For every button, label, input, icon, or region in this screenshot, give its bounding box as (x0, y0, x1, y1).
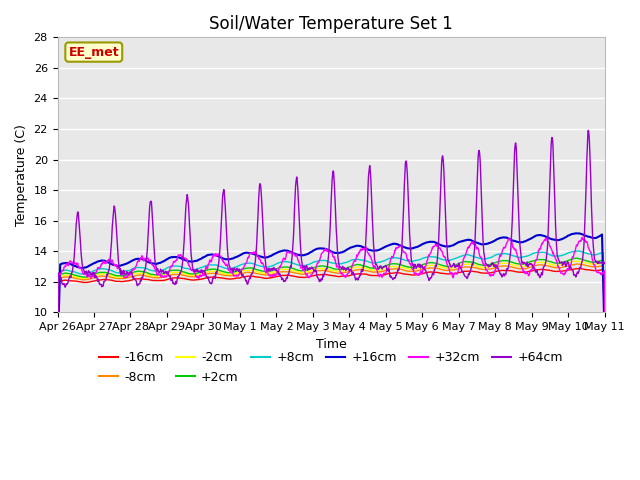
Title: Soil/Water Temperature Set 1: Soil/Water Temperature Set 1 (209, 15, 453, 33)
Y-axis label: Temperature (C): Temperature (C) (15, 124, 28, 226)
Text: EE_met: EE_met (68, 46, 119, 59)
X-axis label: Time: Time (316, 337, 346, 351)
Legend: -16cm, -8cm, -2cm, +2cm, +8cm, +16cm, +32cm, +64cm: -16cm, -8cm, -2cm, +2cm, +8cm, +16cm, +3… (94, 347, 568, 389)
